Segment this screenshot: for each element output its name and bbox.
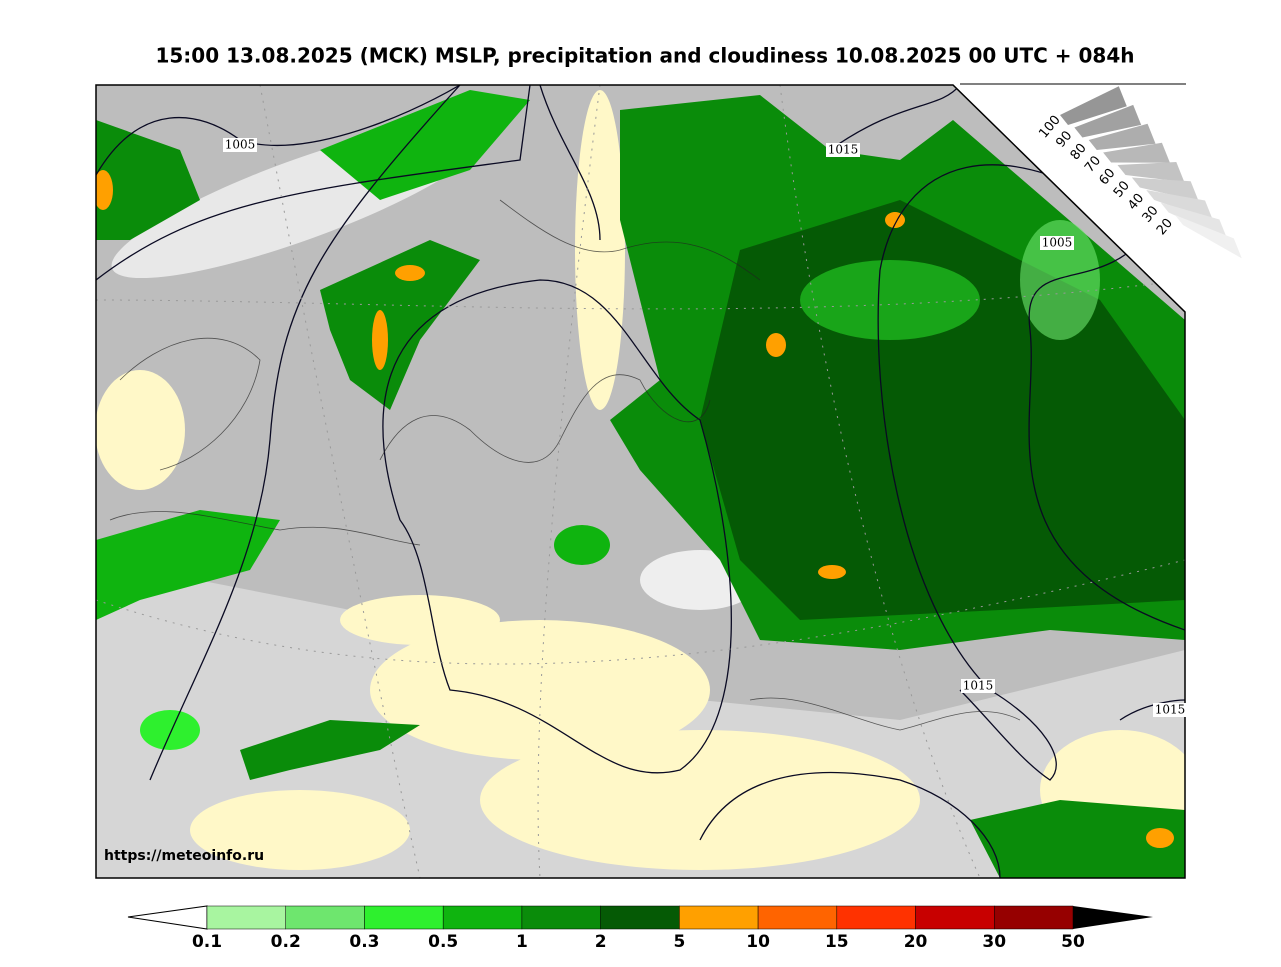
isobar-label-bg	[1153, 703, 1187, 717]
legend-label: 30	[982, 932, 1006, 952]
cloudiness-swatch	[1146, 190, 1214, 221]
legend-label: 50	[1061, 932, 1085, 952]
legend-swatch	[757, 905, 838, 930]
cloudiness-swatch	[1088, 123, 1156, 150]
legend-label: 0.3	[349, 932, 379, 952]
map	[96, 85, 1185, 878]
cloudiness-swatch	[1131, 177, 1199, 202]
legend-swatch	[994, 905, 1074, 930]
precip-legend: 0.1 0.2 0.3 0.5 1 2 5 10 15 20 30 50	[127, 905, 1153, 952]
legend-swatch	[521, 905, 601, 930]
isobar-label-bg	[1040, 236, 1074, 250]
isobar-label-bg	[826, 143, 860, 157]
legend-swatch	[364, 905, 444, 930]
legend-swatch	[600, 905, 680, 930]
cloudiness-swatch	[1074, 104, 1142, 138]
legend-swatch	[442, 905, 523, 930]
isobar-label-bg	[223, 138, 257, 152]
legend-label: 20	[904, 932, 928, 952]
legend-swatch	[206, 905, 286, 930]
legend-label: 2	[595, 932, 607, 952]
cloudiness-swatch	[1117, 162, 1185, 183]
legend-label: 5	[673, 932, 685, 952]
legend-label: 0.5	[428, 932, 458, 952]
legend-label: 15	[825, 932, 849, 952]
legend-swatch	[285, 905, 365, 930]
cloudiness-swatch	[1103, 142, 1170, 163]
legend-swatch	[679, 905, 759, 930]
isobar-label: 1015	[828, 143, 859, 157]
cloudiness-label: 20	[1154, 216, 1176, 238]
legend-label: 10	[746, 932, 770, 952]
isobar-label: 1005	[1042, 236, 1073, 250]
isobar-label-bg	[961, 679, 995, 693]
legend-label: 1	[516, 932, 528, 952]
isobar-label: 1015	[963, 679, 994, 693]
isobar-label: 1015	[1155, 703, 1186, 717]
cloudiness-swatch	[1175, 215, 1242, 259]
isobar-label: 1005	[225, 138, 256, 152]
legend-label: 0.1	[192, 932, 222, 952]
legend-swatch	[836, 905, 916, 930]
source-url: https://meteoinfo.ru	[104, 848, 264, 864]
legend-swatch	[915, 905, 995, 930]
legend-label: 0.2	[271, 932, 301, 952]
map-frame	[95, 84, 1186, 879]
cloudiness-swatch	[1060, 86, 1127, 125]
title: 15:00 13.08.2025 (MCK) MSLP, precipitati…	[155, 44, 1134, 68]
